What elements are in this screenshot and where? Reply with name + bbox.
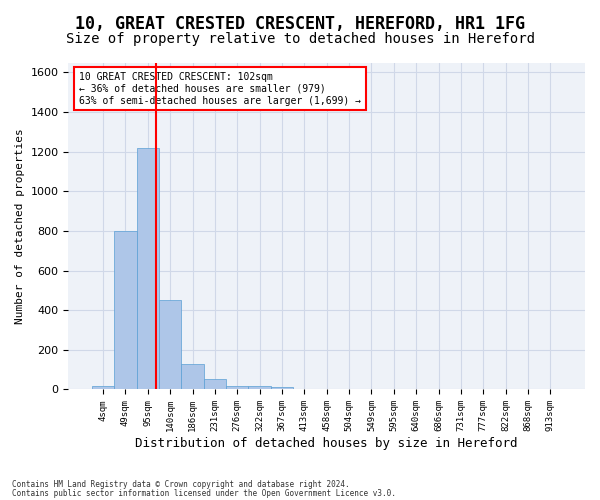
- Bar: [159, 300, 181, 390]
- Text: 10, GREAT CRESTED CRESCENT, HEREFORD, HR1 1FG: 10, GREAT CRESTED CRESCENT, HEREFORD, HR…: [75, 15, 525, 33]
- Bar: [271, 388, 293, 390]
- Bar: [92, 386, 114, 390]
- Bar: [226, 386, 248, 390]
- Text: Contains public sector information licensed under the Open Government Licence v3: Contains public sector information licen…: [12, 488, 396, 498]
- X-axis label: Distribution of detached houses by size in Hereford: Distribution of detached houses by size …: [136, 437, 518, 450]
- Bar: [248, 386, 271, 390]
- Bar: [137, 148, 159, 390]
- Text: Size of property relative to detached houses in Hereford: Size of property relative to detached ho…: [65, 32, 535, 46]
- Bar: [181, 364, 204, 390]
- Text: Contains HM Land Registry data © Crown copyright and database right 2024.: Contains HM Land Registry data © Crown c…: [12, 480, 350, 489]
- Bar: [114, 231, 137, 390]
- Bar: [204, 378, 226, 390]
- Text: 10 GREAT CRESTED CRESCENT: 102sqm
← 36% of detached houses are smaller (979)
63%: 10 GREAT CRESTED CRESCENT: 102sqm ← 36% …: [79, 72, 361, 106]
- Y-axis label: Number of detached properties: Number of detached properties: [15, 128, 25, 324]
